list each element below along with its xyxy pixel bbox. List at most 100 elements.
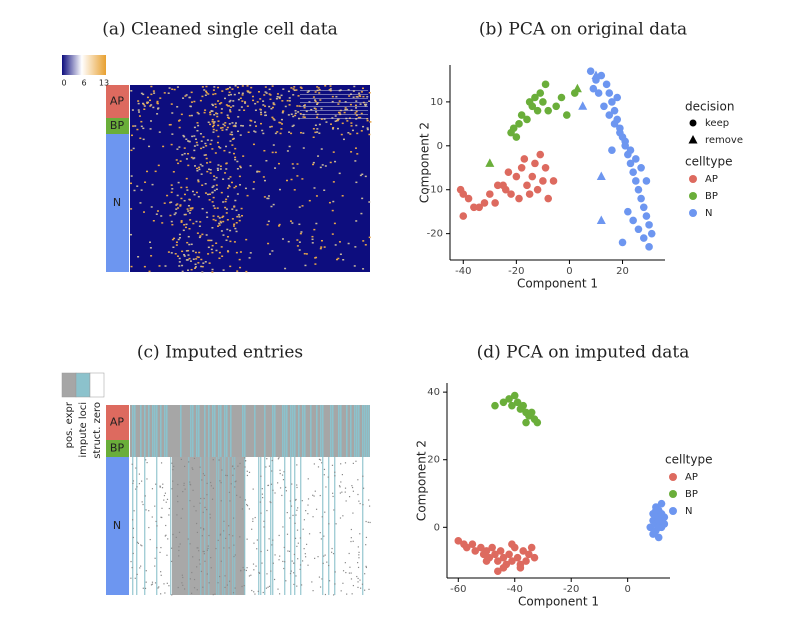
legend-label: AP — [685, 472, 698, 483]
heatmap-cell — [234, 199, 237, 202]
heatmap-cell — [174, 212, 177, 214]
heatmap-cell — [290, 178, 293, 181]
heatmap-cell — [222, 123, 225, 126]
heatmap-dot — [350, 572, 352, 574]
heatmap-cell — [230, 131, 233, 133]
heatmap-dot — [178, 546, 180, 548]
heatmap-cell — [263, 179, 266, 182]
heatmap-cell — [293, 189, 296, 191]
heatmap-dot — [202, 586, 204, 588]
heatmap-dot — [282, 479, 285, 481]
heatmap-cell — [323, 246, 326, 248]
heatmap-column — [190, 405, 192, 457]
heatmap-dot — [323, 468, 326, 471]
heatmap-cell — [176, 106, 179, 108]
heatmap-cell — [181, 270, 184, 273]
heatmap-cell — [212, 104, 215, 107]
heatmap-cell — [337, 111, 340, 114]
heatmap-dot — [365, 566, 368, 569]
heatmap-dot — [197, 547, 199, 549]
heatmap-column — [170, 457, 172, 595]
heatmap-cell — [249, 252, 252, 254]
heatmap-cell — [237, 116, 240, 118]
heatmap-dot — [307, 564, 309, 566]
heatmap-cell — [344, 108, 347, 111]
heatmap-dot — [358, 551, 360, 553]
heatmap-dot — [270, 483, 273, 485]
heatmap-dot — [326, 561, 328, 563]
heatmap-cell — [211, 191, 214, 194]
heatmap-cell — [204, 142, 207, 145]
heatmap-dot — [266, 549, 269, 551]
heatmap-cell — [338, 241, 341, 243]
heatmap-cell — [201, 95, 204, 98]
heatmap-cell — [296, 105, 299, 107]
colorbar-tick-label: 0 — [61, 79, 66, 88]
heatmap-cell — [308, 101, 311, 103]
heatmap-cell — [286, 150, 289, 152]
heatmap-dot — [232, 535, 234, 537]
point — [491, 401, 499, 410]
panel-title: (b) PCA on original data — [479, 20, 687, 40]
heatmap-cell — [219, 165, 222, 167]
heatmap-cell — [313, 99, 316, 101]
heatmap-dot — [272, 489, 274, 491]
heatmap-cell — [212, 218, 215, 221]
heatmap-dot — [140, 480, 143, 482]
heatmap-rowline — [300, 114, 368, 115]
heatmap-cell — [298, 223, 301, 226]
heatmap-cell — [316, 86, 319, 88]
heatmap-dot — [265, 587, 268, 589]
heatmap-dot — [281, 474, 284, 476]
heatmap-column — [212, 405, 214, 457]
heatmap-cell — [197, 112, 200, 115]
heatmap-dot — [331, 464, 334, 466]
heatmap-dot — [145, 509, 147, 511]
heatmap-dot — [265, 466, 267, 468]
heatmap-dot — [293, 583, 295, 586]
heatmap-cell — [140, 189, 143, 191]
heatmap-dot — [154, 582, 157, 584]
heatmap-cell — [191, 135, 194, 138]
heatmap-cell — [228, 91, 231, 94]
heatmap-dot — [142, 587, 144, 589]
heatmap-dot — [192, 489, 194, 491]
heatmap-dot — [202, 550, 204, 553]
heatmap-column — [218, 457, 220, 595]
heatmap-dot — [358, 554, 360, 556]
heatmap-dot — [272, 539, 274, 541]
heatmap-cell — [171, 88, 174, 90]
legend-label: AP — [705, 174, 718, 185]
heatmap-cell — [221, 216, 224, 219]
heatmap-dot — [260, 550, 262, 553]
heatmap-cell — [205, 211, 208, 214]
heatmap-cell — [185, 250, 188, 252]
heatmap-column — [346, 405, 348, 457]
heatmap-dot — [189, 481, 191, 483]
heatmap-column — [148, 405, 150, 457]
point — [586, 67, 595, 75]
point — [475, 203, 483, 212]
heatmap-dot — [175, 536, 177, 538]
panel-title: (c) Imputed entries — [137, 343, 303, 363]
heatmap-cell — [134, 125, 137, 127]
heatmap-cell — [262, 100, 265, 102]
heatmap-cell — [225, 162, 228, 164]
heatmap-dot — [231, 465, 234, 468]
x-tick-label: -20 — [563, 584, 579, 595]
heatmap-cell — [229, 133, 232, 136]
heatmap-cell — [231, 138, 234, 141]
heatmap-cell — [311, 235, 314, 238]
heatmap-dot — [334, 471, 336, 473]
heatmap-cell — [216, 207, 219, 209]
heatmap-cell — [229, 140, 232, 142]
heatmap-cell — [267, 220, 270, 223]
heatmap-dot — [261, 493, 264, 495]
heatmap-dot — [259, 501, 261, 503]
heatmap-cell — [284, 105, 287, 108]
point — [471, 547, 480, 555]
heatmap-dot — [314, 490, 316, 492]
heatmap-dot — [312, 494, 314, 496]
point — [508, 401, 516, 410]
heatmap-column — [264, 405, 266, 457]
